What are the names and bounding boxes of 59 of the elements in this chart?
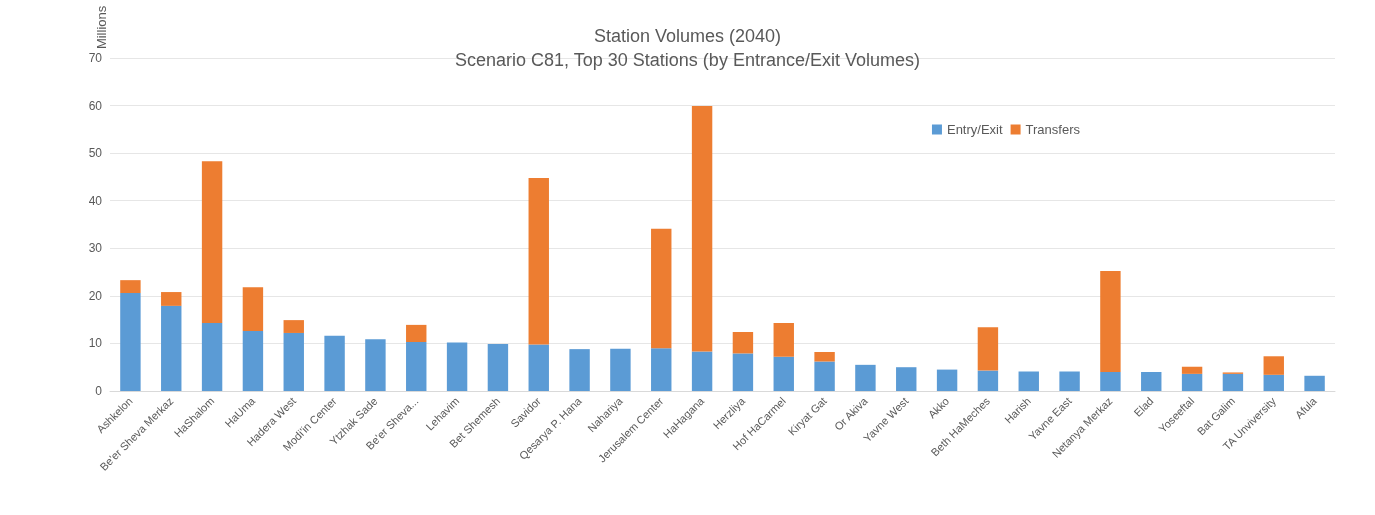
bar [896, 367, 917, 391]
bar [161, 305, 182, 391]
bar [201, 322, 223, 391]
bar [406, 324, 427, 342]
bar [283, 332, 304, 391]
bar [1141, 371, 1162, 391]
bar [855, 364, 876, 391]
bar [446, 342, 468, 391]
y-tick-label: 10 [88, 336, 103, 351]
bar [242, 331, 264, 391]
bar [1181, 373, 1203, 391]
bar [487, 343, 509, 391]
bar [732, 353, 754, 391]
bar [324, 335, 345, 391]
bar [977, 327, 999, 371]
bar [528, 344, 549, 391]
legend-label: Entry/Exit [946, 122, 1003, 137]
bar [1222, 373, 1244, 391]
bar [528, 177, 549, 345]
bar [1181, 366, 1203, 374]
y-tick-label: 40 [88, 193, 103, 208]
bar [120, 280, 141, 293]
bar [1263, 374, 1284, 391]
bar [120, 293, 141, 391]
bar [406, 342, 427, 391]
bar [1059, 371, 1080, 391]
y-tick-label: 30 [88, 241, 103, 256]
y-tick-label: 70 [88, 51, 103, 65]
bar [161, 292, 182, 306]
bar [610, 348, 631, 391]
bar [936, 369, 958, 391]
y-axis-title: Millions [94, 5, 109, 50]
y-tick-label: 20 [88, 288, 103, 303]
bar [814, 361, 835, 391]
bar [651, 228, 672, 349]
bar [1304, 375, 1325, 391]
bar [651, 348, 672, 391]
bar [365, 339, 386, 391]
chart-title: Station Volumes (2040) [593, 26, 782, 46]
bar [242, 287, 264, 332]
bar [1100, 271, 1121, 372]
bar [201, 161, 223, 323]
bar [732, 332, 754, 354]
bar [1263, 356, 1284, 375]
bar [283, 320, 304, 333]
bar [569, 349, 590, 391]
chart-subtitle: Scenario C81, Top 30 Stations (by Entrance/Exit Volumes) [455, 50, 920, 70]
bar [773, 356, 794, 391]
bar [814, 351, 835, 362]
bar [773, 322, 794, 357]
bar [1100, 371, 1121, 391]
bar [977, 370, 999, 391]
y-tick-label: 60 [88, 98, 103, 113]
bar [691, 351, 713, 391]
y-tick-label: 50 [88, 146, 103, 161]
bar [1018, 371, 1039, 391]
legend-label: Transfers [1025, 122, 1081, 137]
bar [691, 106, 713, 352]
y-tick-label: 0 [95, 384, 103, 398]
